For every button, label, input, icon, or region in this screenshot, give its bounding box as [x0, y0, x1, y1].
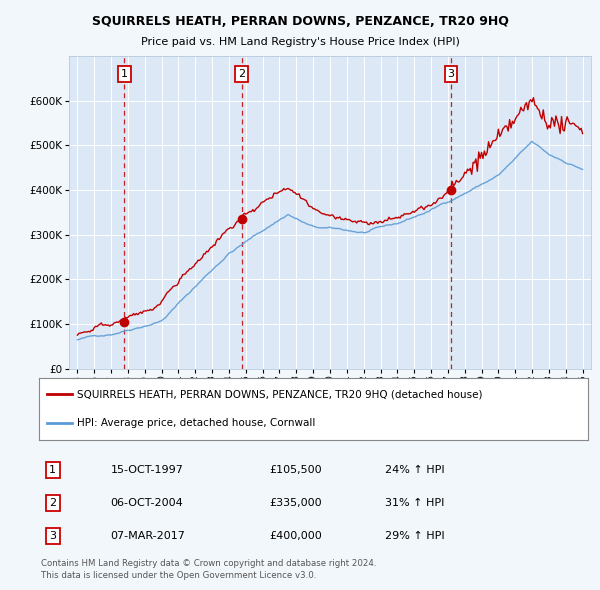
Text: Contains HM Land Registry data © Crown copyright and database right 2024.: Contains HM Land Registry data © Crown c… [41, 559, 376, 568]
Text: 1: 1 [49, 465, 56, 475]
Text: 06-OCT-2004: 06-OCT-2004 [110, 498, 183, 508]
Text: 07-MAR-2017: 07-MAR-2017 [110, 531, 185, 541]
Text: £400,000: £400,000 [269, 531, 322, 541]
Text: SQUIRRELS HEATH, PERRAN DOWNS, PENZANCE, TR20 9HQ (detached house): SQUIRRELS HEATH, PERRAN DOWNS, PENZANCE,… [77, 389, 483, 399]
Text: SQUIRRELS HEATH, PERRAN DOWNS, PENZANCE, TR20 9HQ: SQUIRRELS HEATH, PERRAN DOWNS, PENZANCE,… [92, 15, 508, 28]
Text: £335,000: £335,000 [269, 498, 322, 508]
Text: Price paid vs. HM Land Registry's House Price Index (HPI): Price paid vs. HM Land Registry's House … [140, 37, 460, 47]
Text: 15-OCT-1997: 15-OCT-1997 [110, 465, 183, 475]
Text: 29% ↑ HPI: 29% ↑ HPI [385, 531, 445, 541]
Text: 2: 2 [49, 498, 56, 508]
Text: £105,500: £105,500 [269, 465, 322, 475]
Text: 3: 3 [49, 531, 56, 541]
Text: This data is licensed under the Open Government Licence v3.0.: This data is licensed under the Open Gov… [41, 571, 316, 579]
Text: HPI: Average price, detached house, Cornwall: HPI: Average price, detached house, Corn… [77, 418, 316, 428]
Text: 3: 3 [448, 69, 454, 79]
Text: 31% ↑ HPI: 31% ↑ HPI [385, 498, 444, 508]
Text: 1: 1 [121, 69, 128, 79]
Text: 2: 2 [238, 69, 245, 79]
Text: 24% ↑ HPI: 24% ↑ HPI [385, 465, 445, 475]
